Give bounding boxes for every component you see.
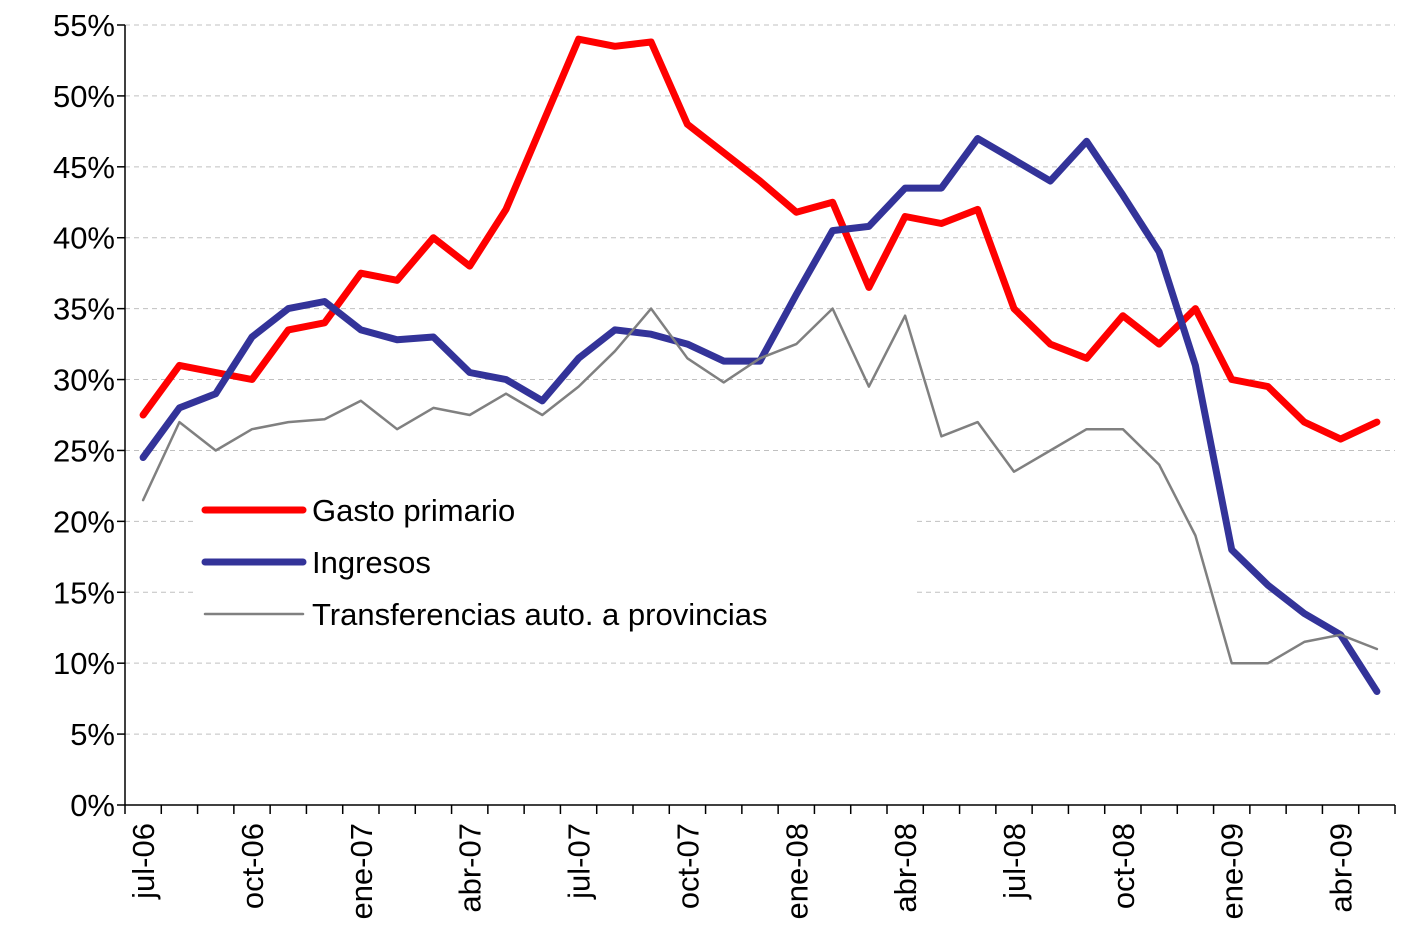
legend-label: Transferencias auto. a provincias — [312, 597, 767, 632]
legend-background — [195, 478, 915, 643]
y-tick-label: 30% — [53, 363, 115, 398]
x-tick-label: jul-08 — [997, 823, 1032, 900]
x-tick-label: oct-08 — [1106, 823, 1141, 909]
y-tick-label: 55% — [53, 8, 115, 43]
y-tick-label: 5% — [70, 717, 115, 752]
y-tick-label: 45% — [53, 150, 115, 185]
y-tick-label: 50% — [53, 79, 115, 114]
y-tick-label: 25% — [53, 433, 115, 468]
x-tick-label: ene-07 — [344, 823, 379, 920]
x-tick-label: abr-07 — [453, 823, 488, 913]
x-tick-label: oct-07 — [670, 823, 705, 909]
x-tick-label: ene-09 — [1215, 823, 1250, 920]
x-tick-label: abr-08 — [888, 823, 923, 913]
series-line — [139, 135, 1381, 695]
y-tick-label: 10% — [53, 646, 115, 681]
x-tick-label: jul-07 — [562, 823, 597, 900]
y-tick-label: 20% — [53, 504, 115, 539]
y-tick-label: 15% — [53, 575, 115, 610]
series-line — [141, 307, 1379, 665]
y-tick-label: 35% — [53, 292, 115, 327]
x-tick-label: abr-09 — [1324, 823, 1359, 913]
legend-label: Ingresos — [312, 545, 431, 580]
y-tick-label: 40% — [53, 221, 115, 256]
x-tick-label: ene-08 — [779, 823, 814, 920]
series-line — [139, 35, 1381, 443]
x-tick-label: oct-06 — [235, 823, 270, 909]
x-tick-label: jul-06 — [126, 823, 161, 900]
y-tick-label: 0% — [70, 788, 115, 823]
legend-label: Gasto primario — [312, 493, 515, 528]
